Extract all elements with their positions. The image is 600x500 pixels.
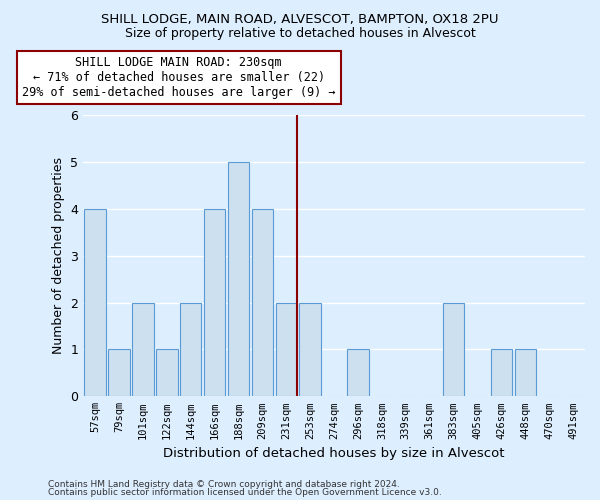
Text: Contains HM Land Registry data © Crown copyright and database right 2024.: Contains HM Land Registry data © Crown c… bbox=[48, 480, 400, 489]
Bar bbox=[228, 162, 249, 396]
Bar bbox=[132, 302, 154, 396]
Bar bbox=[275, 302, 297, 396]
X-axis label: Distribution of detached houses by size in Alvescot: Distribution of detached houses by size … bbox=[163, 447, 505, 460]
Text: SHILL LODGE, MAIN ROAD, ALVESCOT, BAMPTON, OX18 2PU: SHILL LODGE, MAIN ROAD, ALVESCOT, BAMPTO… bbox=[101, 12, 499, 26]
Bar bbox=[491, 350, 512, 397]
Bar bbox=[251, 209, 273, 396]
Text: SHILL LODGE MAIN ROAD: 230sqm
← 71% of detached houses are smaller (22)
29% of s: SHILL LODGE MAIN ROAD: 230sqm ← 71% of d… bbox=[22, 56, 335, 99]
Bar bbox=[299, 302, 321, 396]
Bar bbox=[347, 350, 369, 397]
Bar bbox=[204, 209, 226, 396]
Bar bbox=[180, 302, 202, 396]
Bar bbox=[85, 209, 106, 396]
Bar bbox=[515, 350, 536, 397]
Text: Size of property relative to detached houses in Alvescot: Size of property relative to detached ho… bbox=[125, 28, 475, 40]
Y-axis label: Number of detached properties: Number of detached properties bbox=[52, 158, 65, 354]
Text: Contains public sector information licensed under the Open Government Licence v3: Contains public sector information licen… bbox=[48, 488, 442, 497]
Bar bbox=[156, 350, 178, 397]
Bar bbox=[443, 302, 464, 396]
Bar bbox=[108, 350, 130, 397]
